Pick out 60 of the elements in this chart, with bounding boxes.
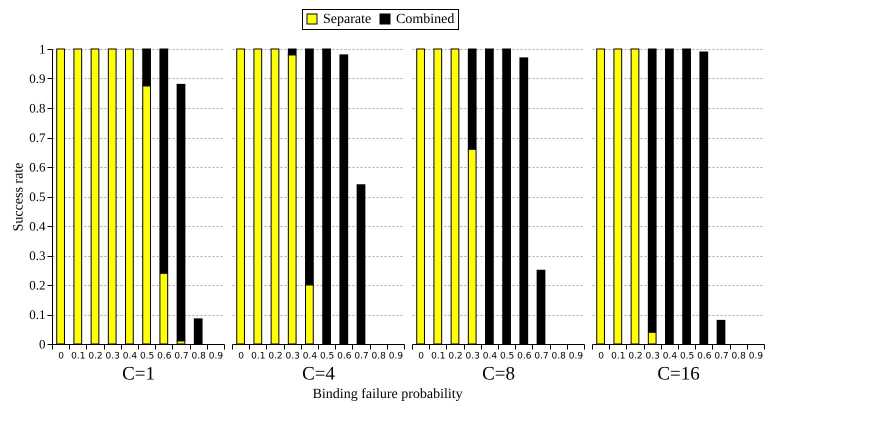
- x-tick-label: 0.2: [268, 352, 283, 362]
- x-tick-label: 0.8: [732, 352, 746, 362]
- x-tick-label: 0.1: [611, 352, 626, 362]
- x-tick-label: 0.9: [568, 352, 584, 362]
- x-tick-label: 0.7: [174, 352, 189, 362]
- x-tick-label: 0.9: [388, 352, 404, 362]
- x-tick-label: 0: [58, 352, 64, 362]
- x-tick-label: 0.3: [106, 352, 120, 362]
- x-tick-label: 0.5: [320, 352, 334, 362]
- x-tick-label: 0.2: [628, 352, 643, 362]
- y-tick-label: 0.1: [29, 307, 46, 322]
- x-tick-label: 0.4: [122, 352, 138, 362]
- legend-label: Combined: [396, 12, 454, 27]
- x-tick-label: 0.1: [431, 352, 446, 362]
- x-tick-label: 0.1: [71, 352, 86, 362]
- x-tick-label: 0.7: [354, 352, 369, 362]
- x-tick-label: 0.2: [88, 352, 103, 362]
- x-tick-label: 0.1: [251, 352, 266, 362]
- x-tick-label: 0.9: [748, 352, 764, 362]
- y-axis-title: Success rate: [11, 162, 26, 232]
- x-tick-label: 0.6: [697, 352, 712, 362]
- y-tick-label: 0.4: [29, 218, 46, 234]
- x-tick-label: 0.3: [646, 352, 660, 362]
- y-tick-label: 1: [39, 42, 46, 56]
- y-tick-label: 0.6: [29, 160, 46, 174]
- x-tick-label: 0.8: [372, 352, 386, 362]
- x-tick-label: 0.3: [286, 352, 300, 362]
- x-axis-title: C=8: [482, 364, 515, 384]
- x-tick-label: 0.6: [517, 352, 532, 362]
- y-tick-label: 0.3: [29, 248, 46, 263]
- x-tick-label: 0.5: [500, 352, 514, 362]
- x-tick-label: 0.3: [466, 352, 480, 362]
- x-tick-label: 0.5: [680, 352, 694, 362]
- x-tick-label: 0.7: [534, 352, 549, 362]
- bar: [176, 84, 186, 342]
- x-tick-label: 0: [418, 352, 424, 362]
- x-tick-label: 0.9: [208, 352, 224, 362]
- y-tick-label: 0.9: [29, 71, 46, 86]
- x-tick-label: 0.8: [552, 352, 566, 362]
- x-tick-label: 0.4: [482, 352, 498, 362]
- x-axis-title: C=1: [122, 364, 155, 384]
- x-tick-label: 0.4: [302, 352, 318, 362]
- legend-label: Separate: [323, 12, 372, 27]
- y-tick-label: 0.8: [29, 100, 46, 116]
- x-tick-label: 0.7: [714, 352, 729, 362]
- x-tick-label: 0: [598, 352, 604, 362]
- x-tick-label: 0.6: [157, 352, 172, 362]
- x-tick-label: 0: [238, 352, 244, 362]
- x-axis-title: C=16: [657, 364, 700, 384]
- x-tick-label: 0.4: [662, 352, 678, 362]
- x-tick-label: 0.6: [337, 352, 352, 362]
- text: Binding failure probability: [312, 387, 463, 402]
- y-tick-label: 0.7: [29, 130, 46, 145]
- y-tick-label: 0: [39, 336, 46, 352]
- x-tick-label: 0.2: [448, 352, 463, 362]
- y-tick-label: 0.5: [29, 189, 46, 204]
- x-axis-title: C=4: [302, 364, 336, 384]
- y-tick-label: 0.2: [29, 278, 46, 292]
- x-tick-label: 0.5: [140, 352, 154, 362]
- x-tick-label: 0.8: [192, 352, 206, 362]
